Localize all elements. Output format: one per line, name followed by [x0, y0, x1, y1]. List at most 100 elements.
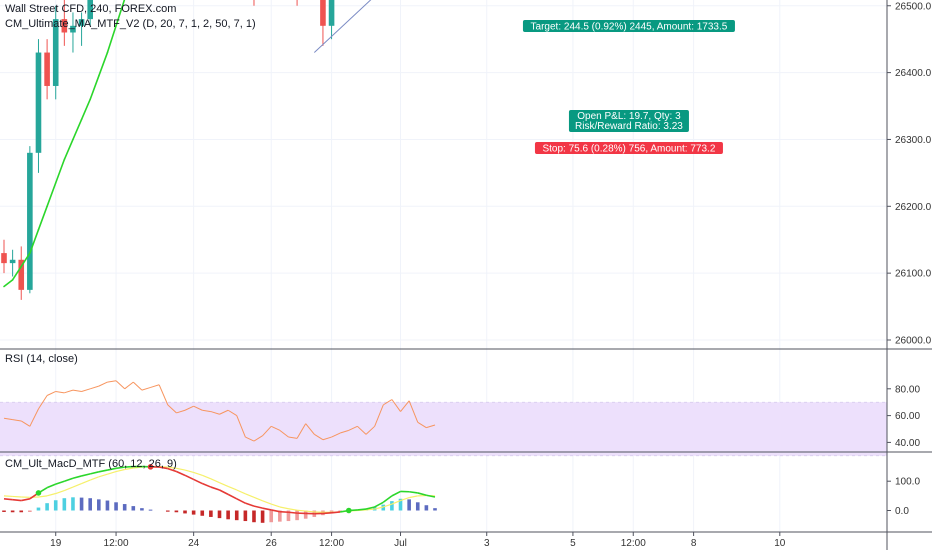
signal-segment	[245, 493, 255, 498]
time-tick-label: Jul	[394, 538, 407, 549]
macd-segment	[98, 469, 108, 473]
rsi-segment	[383, 399, 393, 406]
time-tick-label: 3	[484, 538, 490, 549]
signal-segment	[107, 470, 117, 475]
ma-segment	[80, 98, 91, 121]
macd-bar	[71, 497, 75, 511]
ma-segment	[46, 182, 57, 208]
rsi-segment	[348, 425, 358, 431]
ma-segment	[3, 279, 14, 288]
signal-segment	[89, 476, 100, 481]
rsi-segment	[374, 404, 384, 427]
macd-label: CM_Ult_MacD_MTF (60, 12, 26, 9)	[5, 458, 177, 470]
macd-bar	[433, 508, 437, 511]
macd-segment	[176, 470, 186, 477]
macd-segment	[417, 492, 427, 497]
rsi-segment	[219, 409, 229, 415]
rsi-segment	[193, 405, 203, 411]
rsi-segment	[391, 399, 401, 412]
rsi-segment	[55, 390, 65, 394]
macd-segment	[227, 493, 238, 500]
rsi-segment	[46, 391, 56, 396]
macd-bar	[62, 498, 67, 511]
rsi-segment	[305, 423, 315, 435]
signal-segment	[167, 466, 177, 469]
rsi-segment	[279, 429, 289, 438]
time-axis[interactable]: 19 12:00 24 26 12:00 Jul 3 5 12:00 8 10	[50, 532, 786, 549]
pnl-label: Open P&L: 19.7, Qty: 3	[577, 111, 681, 122]
macd-marker	[147, 464, 154, 470]
macd-segment	[115, 466, 125, 470]
macd-bar	[88, 498, 92, 511]
macd-segment	[271, 509, 280, 513]
macd-bar	[19, 510, 24, 513]
signal-segment	[236, 489, 246, 495]
signal-segment	[365, 508, 375, 511]
macd-segment	[426, 494, 436, 498]
chart-title: Wall Street CFD, 240, FOREX.com	[5, 3, 176, 15]
signal-segment	[193, 471, 203, 476]
rsi-tick-label: 80.00	[895, 384, 920, 395]
rsi-segment	[132, 381, 143, 391]
rsi-segment	[167, 404, 177, 414]
time-tick-label: 26	[266, 538, 278, 549]
signal-segment	[98, 473, 108, 478]
stop-label-box	[534, 142, 723, 154]
candle-body	[70, 25, 76, 33]
signal-segment	[72, 482, 82, 488]
rsi-segment	[227, 409, 238, 417]
macd-marker	[346, 507, 352, 514]
rsi-segment	[150, 384, 160, 388]
macd-tick-label: 0.0	[895, 506, 909, 517]
rsi-segment	[202, 409, 211, 413]
signal-segment	[64, 486, 74, 492]
rsi-segment	[72, 389, 82, 392]
price-axis[interactable]: 27000.026800.026700.026600.026500.026400…	[887, 0, 932, 517]
rsi-segment	[245, 436, 255, 442]
ma-segment	[98, 51, 109, 77]
macd-bar	[217, 510, 222, 519]
macd-panel[interactable]: CM_Ult_MacD_MTF (60, 12, 26, 9)	[2, 458, 437, 523]
candle-body	[52, 19, 59, 86]
macd-bar	[226, 510, 230, 520]
rsi-segment	[64, 389, 74, 394]
rsi-label: RSI (14, close)	[5, 353, 78, 365]
rsi-segment	[262, 425, 272, 437]
macd-bar	[2, 510, 6, 512]
price-panel[interactable]: Target: 244.5 (0.92%) 2445, Amount: 1733…	[0, 0, 887, 300]
candle-body	[328, 0, 335, 26]
rsi-segment	[253, 435, 263, 442]
signal-segment	[210, 478, 220, 484]
macd-segment	[331, 511, 341, 514]
ma-segment	[20, 252, 31, 268]
risk-reward-label: Risk/Reward Ratio: 3.23	[575, 121, 683, 132]
signal-segment	[374, 506, 384, 510]
rsi-segment	[20, 420, 31, 427]
rsi-band-fill	[0, 402, 887, 456]
macd-bar	[424, 505, 429, 511]
macd-bar	[79, 497, 84, 511]
macd-segment	[193, 478, 203, 485]
macd-segment	[210, 486, 220, 491]
price-tick-label: 26100.0	[895, 269, 932, 280]
signal-segment	[176, 467, 186, 471]
rsi-segment	[331, 432, 341, 438]
macd-bar	[122, 504, 127, 511]
macd-bar	[36, 507, 41, 511]
macd-bar	[286, 510, 291, 522]
macd-segment	[46, 483, 57, 489]
rsi-panel[interactable]: RSI (14, close)	[0, 353, 887, 457]
rsi-segment	[141, 386, 151, 391]
rsi-band	[0, 401, 887, 457]
macd-bar	[200, 510, 205, 516]
signal-segment	[391, 499, 401, 505]
signal-segment	[46, 492, 56, 497]
price-tick-label: 26200.0	[895, 202, 932, 213]
macd-segment	[55, 480, 65, 485]
macd-bar	[407, 499, 411, 511]
candle-body	[61, 19, 68, 33]
macd-segment	[357, 508, 367, 511]
macd-bar	[252, 510, 256, 523]
